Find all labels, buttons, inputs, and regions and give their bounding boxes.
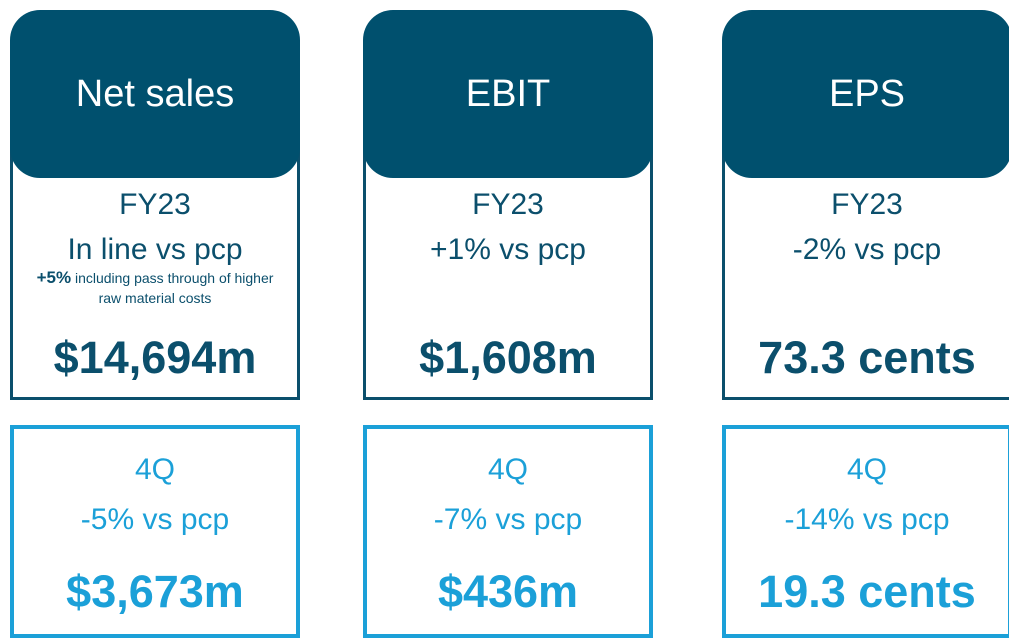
- fy-value: 73.3 cents: [758, 332, 976, 383]
- note-text: including pass through of higher raw mat…: [74, 270, 274, 306]
- fy-value: $1,608m: [419, 332, 597, 383]
- fy-label: FY23: [472, 188, 544, 221]
- card-title: EBIT: [363, 10, 653, 178]
- fy-change: In line vs pcp: [67, 233, 243, 266]
- q-value: $436m: [437, 566, 579, 617]
- eps-card: EPS FY23 -2% vs pcp 73.3 cents 4Q -14% v…: [722, 0, 1009, 644]
- note-bold: +5%: [36, 268, 72, 287]
- q-label: 4Q: [846, 453, 888, 486]
- card-title: Net sales: [10, 10, 300, 178]
- fy-box: [722, 140, 1009, 400]
- card-title: EPS: [722, 10, 1009, 178]
- fy-label: FY23: [831, 188, 903, 221]
- net-sales-card: Net sales FY23 In line vs pcp +5% includ…: [10, 0, 300, 644]
- fy-box: [10, 140, 300, 400]
- fy-box: [363, 140, 653, 400]
- q-value: $3,673m: [66, 566, 244, 617]
- q-box: [363, 425, 653, 638]
- q-change: -14% vs pcp: [784, 503, 950, 536]
- q-label: 4Q: [487, 453, 529, 486]
- fy-note: +5% including pass through of higher raw…: [35, 268, 275, 308]
- fy-value: $14,694m: [53, 332, 257, 383]
- q-box: [10, 425, 300, 638]
- fy-change: +1% vs pcp: [430, 233, 586, 266]
- q-change: -7% vs pcp: [433, 503, 583, 536]
- fy-label: FY23: [119, 188, 191, 221]
- ebit-card: EBIT FY23 +1% vs pcp $1,608m 4Q -7% vs p…: [363, 0, 653, 644]
- q-label: 4Q: [134, 453, 176, 486]
- q-change: -5% vs pcp: [80, 503, 230, 536]
- q-value: 19.3 cents: [758, 566, 976, 617]
- fy-change: -2% vs pcp: [792, 233, 942, 266]
